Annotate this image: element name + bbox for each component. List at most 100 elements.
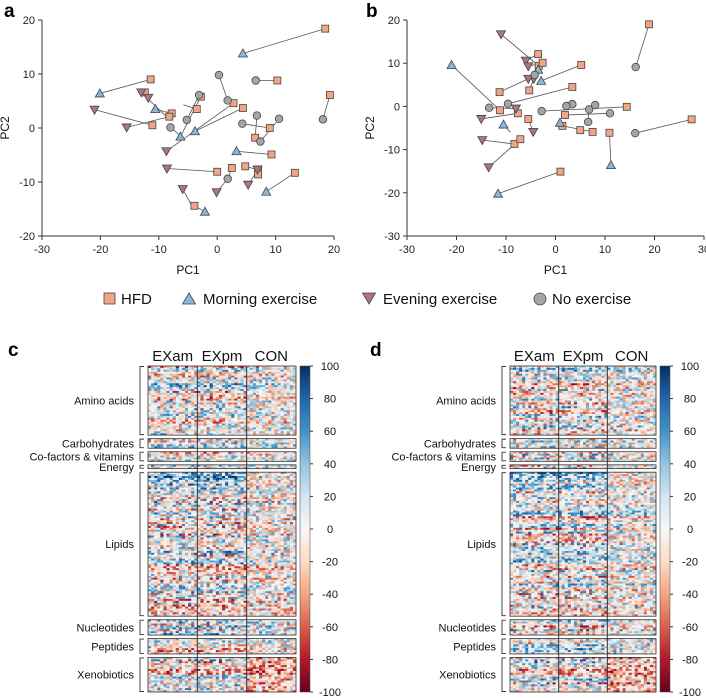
- heatmap-cell: [157, 493, 161, 496]
- heatmap-cell: [209, 366, 214, 369]
- heatmap-cell: [240, 564, 244, 567]
- x-tick-label: -10: [498, 244, 514, 256]
- heatmap-cell: [225, 533, 229, 536]
- heatmap-cell: [215, 451, 220, 454]
- heatmap-cell: [163, 466, 167, 469]
- heatmap-cell: [172, 512, 177, 515]
- heatmap-cell: [194, 373, 198, 376]
- heatmap-cell: [194, 547, 198, 550]
- heatmap-cell: [163, 419, 167, 422]
- heatmap-cell: [289, 510, 294, 513]
- heatmap-cell: [215, 453, 220, 456]
- heatmap-cell: [181, 548, 186, 552]
- heatmap-cell: [246, 421, 251, 424]
- heatmap-cell: [225, 446, 229, 449]
- heatmap-cell: [181, 566, 186, 569]
- heatmap-cell: [259, 524, 263, 527]
- heatmap-cell: [178, 423, 183, 426]
- heatmap-cell: [259, 400, 263, 403]
- heatmap-cell: [160, 533, 164, 536]
- heatmap-cell: [231, 366, 235, 369]
- heatmap-cell: [252, 444, 257, 447]
- heatmap-cell: [225, 383, 229, 386]
- heatmap-cell: [286, 477, 291, 481]
- heatmap-cell: [240, 491, 244, 494]
- heatmap-cell: [283, 568, 288, 571]
- heatmap-cell: [160, 433, 164, 436]
- heatmap-cell: [175, 560, 180, 563]
- heatmap-cell: [175, 464, 180, 468]
- heatmap-cell: [209, 477, 214, 481]
- heatmap-cell: [185, 535, 189, 538]
- heatmap-cell: [191, 552, 195, 556]
- category-bracket: [139, 451, 144, 462]
- heatmap-cell: [185, 568, 189, 571]
- heatmap-cell: [212, 440, 217, 443]
- heatmap-cell: [283, 512, 288, 515]
- heatmap-cell: [237, 396, 241, 399]
- heatmap-cell: [274, 558, 278, 561]
- heatmap-cell: [225, 545, 229, 548]
- heatmap-cell: [286, 541, 291, 544]
- heatmap-cell: [200, 438, 204, 441]
- heatmap-cell: [286, 431, 291, 434]
- heatmap-cell: [209, 440, 214, 443]
- heatmap-cell: [277, 412, 281, 415]
- heatmap-cell: [175, 548, 180, 552]
- heatmap-cell: [228, 548, 232, 552]
- heatmap-cell: [280, 369, 285, 373]
- heatmap-cell: [163, 408, 167, 411]
- heatmap-cell: [255, 493, 260, 496]
- heatmap-cell: [262, 369, 266, 373]
- heatmap-cell: [243, 455, 248, 458]
- heatmap-cell: [148, 547, 152, 550]
- heatmap-cell: [283, 525, 288, 529]
- heatmap-cell: [175, 564, 180, 567]
- heatmap-cell: [151, 481, 155, 484]
- heatmap-cell: [255, 547, 260, 550]
- heatmap-cell: [246, 564, 251, 567]
- heatmap-cell: [197, 396, 201, 399]
- heatmap-cell: [175, 472, 180, 475]
- heatmap-cell: [188, 568, 192, 571]
- heatmap-cell: [175, 433, 180, 436]
- heatmap-cell: [163, 525, 167, 529]
- heatmap-cell: [181, 431, 186, 434]
- heatmap-cell: [181, 537, 186, 540]
- heatmap-cell: [166, 481, 170, 484]
- heatmap-cell: [237, 487, 241, 490]
- hfd-point: [645, 20, 653, 29]
- heatmap-cell: [225, 527, 229, 531]
- heatmap-cell: [237, 427, 241, 430]
- heatmap-cell: [286, 531, 291, 534]
- heatmap-cell: [215, 375, 220, 378]
- heatmap-cell: [277, 539, 281, 542]
- heatmap-cell: [175, 514, 180, 517]
- heatmap-cell: [240, 531, 244, 534]
- heatmap-cell: [191, 396, 195, 399]
- heatmap-cell: [157, 500, 161, 504]
- heatmap-cell: [154, 493, 158, 496]
- heatmap-cell: [265, 543, 269, 546]
- heatmap-cell: [212, 527, 217, 531]
- heatmap-cell: [181, 377, 186, 380]
- heatmap-cell: [175, 550, 180, 554]
- heatmap-cell: [283, 440, 288, 443]
- heatmap-cell: [283, 417, 288, 421]
- heatmap-cell: [292, 427, 297, 430]
- heatmap-cell: [203, 545, 207, 548]
- heatmap-cell: [228, 531, 232, 534]
- heatmap-cell: [262, 508, 266, 511]
- heatmap-cell: [166, 545, 170, 548]
- heatmap-cell: [194, 438, 198, 441]
- heatmap-cell: [188, 477, 192, 481]
- heatmap-cell: [255, 414, 260, 417]
- heatmap-cell: [234, 489, 238, 492]
- heatmap-cell: [212, 529, 217, 533]
- heatmap-cell: [200, 464, 204, 468]
- heatmap-cell: [194, 552, 198, 556]
- heatmap-cell: [289, 537, 294, 540]
- heatmap-cell: [154, 415, 158, 419]
- heatmap-cell: [243, 547, 248, 550]
- heatmap-cell: [151, 531, 155, 534]
